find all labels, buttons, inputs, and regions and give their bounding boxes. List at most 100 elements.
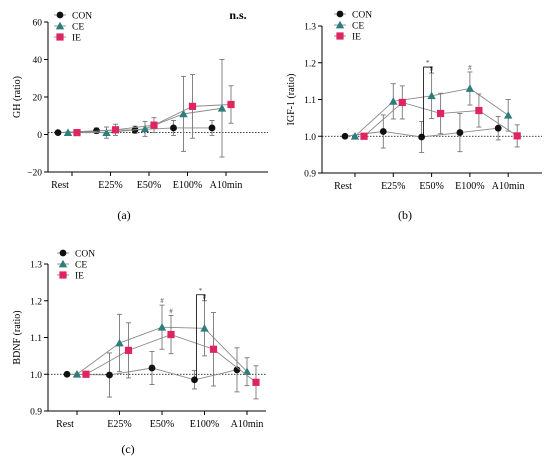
panel-2-legend-label: CE bbox=[75, 261, 87, 271]
panel-1-ytick-label: 1.1 bbox=[304, 96, 316, 106]
panel-1-ce-point bbox=[427, 91, 436, 100]
panel-1-category-label: Rest bbox=[334, 181, 352, 192]
panel-0-legend-marker bbox=[55, 21, 65, 30]
panel-0-legend-marker bbox=[56, 33, 64, 41]
panel-2-category-label: E100% bbox=[190, 419, 219, 430]
panel-0-ie-point bbox=[150, 121, 158, 129]
panel-1-ce-point bbox=[389, 97, 398, 105]
panel-2-ie-point bbox=[82, 370, 90, 378]
panel-1-ie-point bbox=[513, 132, 521, 140]
panel-2-ce-point bbox=[200, 324, 209, 332]
panel-0-con-point bbox=[54, 129, 62, 137]
panel-1-ytick-label: 1.3 bbox=[304, 23, 316, 33]
panel-2-significance-mark: # bbox=[169, 307, 173, 315]
panel-0-ytick-label: 60 bbox=[33, 19, 43, 29]
panel-0-ie-point bbox=[188, 102, 197, 110]
panel-2-category-label: E25% bbox=[107, 419, 131, 430]
panel-0-ytick-label: 0 bbox=[37, 131, 42, 141]
panel-1-legend-marker bbox=[336, 32, 344, 40]
panel-2-significance-bracket bbox=[196, 294, 205, 380]
panel-2-ce-point bbox=[72, 370, 82, 378]
panel-2-category-label: Rest bbox=[56, 419, 74, 430]
panel-2-ytick-label: 1.1 bbox=[30, 334, 42, 344]
panel-1-con-point bbox=[456, 129, 464, 136]
panel-0-ce-point bbox=[63, 128, 73, 136]
panel-0-legend-label: IE bbox=[72, 34, 81, 44]
panel-1-ce-point bbox=[504, 111, 513, 119]
panel-1-significance-mark: # bbox=[468, 64, 472, 72]
panel-1-category-label: E50% bbox=[419, 181, 443, 192]
panel-2-label: (c) bbox=[121, 442, 134, 456]
panel-0-legend-marker bbox=[56, 11, 64, 19]
panel-2-ytick-label: 1.0 bbox=[30, 371, 42, 381]
panel-0-category-label: Rest bbox=[51, 180, 69, 191]
panel-2-ie-point bbox=[252, 378, 260, 386]
panel-1-category-label: E100% bbox=[455, 181, 484, 192]
panel-2-category-label: A10min bbox=[231, 419, 264, 430]
panel-2-ie-point bbox=[167, 330, 175, 339]
panel-0-ytick-label: −20 bbox=[27, 169, 42, 179]
panel-1-legend-label: IE bbox=[352, 33, 361, 43]
panel-2-ie-point bbox=[209, 345, 218, 353]
panel-1-ie-point bbox=[360, 132, 368, 140]
panel-1-ie-point bbox=[398, 98, 406, 107]
panel-1-significance-mark: * bbox=[426, 59, 430, 67]
panel-1-label: (b) bbox=[398, 208, 412, 222]
panel-2-legend-label: IE bbox=[75, 272, 84, 282]
panel-0-y-axis-label: GH (ratio) bbox=[12, 76, 23, 118]
panel-0-con-point bbox=[170, 124, 177, 132]
panel-1-category-label: E25% bbox=[381, 181, 405, 192]
panel-0-category-label: A10min bbox=[210, 180, 243, 191]
panel-2-legend-marker bbox=[58, 259, 68, 268]
panel-1-ie-point bbox=[475, 106, 483, 115]
panel-2-con-point bbox=[106, 371, 113, 379]
panel-0-legend-label: CON bbox=[72, 12, 92, 22]
panel-2-ytick-label: 1.3 bbox=[30, 261, 42, 271]
panel-2-con-point bbox=[63, 370, 71, 378]
panel-1-significance-bracket bbox=[423, 66, 433, 137]
panel-2-legend-label: CON bbox=[75, 250, 95, 260]
panel-2-ce-point bbox=[115, 338, 124, 347]
panel-2-ytick-label: 0.9 bbox=[30, 408, 42, 418]
panel-1-legend-marker bbox=[336, 10, 344, 18]
panel-0-label: (a) bbox=[117, 208, 130, 222]
panel-0-category-label: E50% bbox=[137, 180, 161, 191]
panel-0-annotation: n.s. bbox=[229, 8, 246, 22]
panel-1-ie-point bbox=[437, 109, 445, 118]
panel-2-category-label: E50% bbox=[150, 419, 174, 430]
panel-2-significance-mark: # bbox=[160, 297, 164, 305]
panel-2-ce-point bbox=[157, 323, 167, 331]
panel-1-ytick-label: 0.9 bbox=[304, 170, 316, 180]
panel-0-ce-point bbox=[179, 109, 188, 118]
panel-0-ce-point bbox=[140, 124, 150, 133]
panel-0-ie-point bbox=[227, 100, 235, 109]
panel-0-ce-point bbox=[102, 128, 111, 136]
panel-2-y-axis-label: BDNF (ratio) bbox=[12, 310, 23, 364]
panel-1-con-point bbox=[379, 128, 387, 135]
panel-2-con-point bbox=[233, 366, 241, 374]
panel-1-legend-marker bbox=[335, 20, 345, 29]
panel-0-ce-point bbox=[217, 104, 227, 112]
panel-1-con-point bbox=[341, 132, 349, 140]
panel-1-ce-point bbox=[350, 132, 360, 140]
panel-0-category-label: E100% bbox=[173, 180, 202, 191]
panel-1-category-label: A10min bbox=[492, 181, 525, 192]
panel-1-legend-label: CON bbox=[352, 11, 372, 21]
panel-0-category-label: E25% bbox=[98, 180, 122, 191]
panel-0-con-point bbox=[208, 124, 216, 132]
panel-2-ytick-label: 1.2 bbox=[30, 297, 42, 307]
panel-0-ytick-label: 40 bbox=[33, 56, 43, 66]
panel-2-legend-marker bbox=[59, 271, 67, 279]
panel-2-ie-point bbox=[124, 346, 133, 354]
panel-1-ytick-label: 1.2 bbox=[304, 59, 316, 69]
panel-0-ie-point bbox=[111, 126, 120, 134]
panel-2-con-point bbox=[148, 364, 156, 372]
panel-1-ce-point bbox=[465, 84, 475, 92]
panel-1-legend-label: CE bbox=[352, 22, 364, 32]
panel-2-significance-mark: * bbox=[199, 287, 203, 295]
panel-1-con-point bbox=[494, 124, 502, 132]
panel-1-ytick-label: 1.0 bbox=[304, 133, 316, 143]
panel-0-ie-point bbox=[73, 129, 81, 137]
panel-0-ytick-label: 20 bbox=[33, 94, 43, 104]
